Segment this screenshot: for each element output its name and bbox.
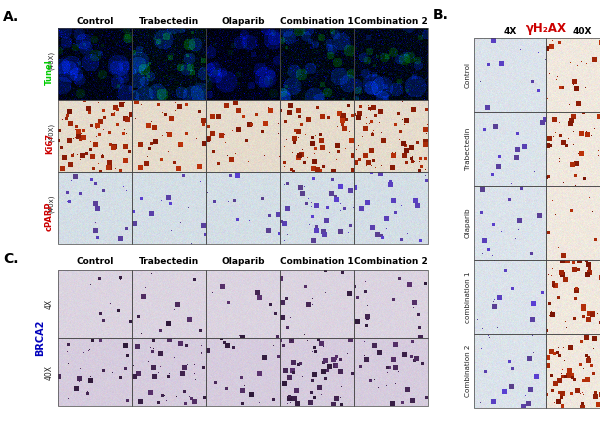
Bar — [132, 100, 206, 172]
Bar — [474, 334, 546, 408]
Bar — [132, 338, 206, 406]
Bar — [132, 28, 206, 100]
Text: Tunel: Tunel — [45, 59, 54, 85]
Text: Combination 2: Combination 2 — [354, 257, 428, 266]
Bar — [354, 100, 428, 172]
Bar — [206, 28, 280, 100]
Bar — [206, 338, 280, 406]
Bar — [546, 260, 600, 334]
Text: Trabectedin: Trabectedin — [465, 128, 471, 170]
Bar — [546, 112, 600, 186]
Text: B.: B. — [433, 8, 449, 22]
Bar — [280, 270, 354, 338]
Text: Combination 1: Combination 1 — [280, 17, 354, 26]
Text: (40X): (40X) — [47, 123, 54, 142]
Bar — [58, 270, 132, 338]
Bar — [206, 100, 280, 172]
Bar — [474, 260, 546, 334]
Text: cPARP: cPARP — [45, 201, 54, 231]
Text: A.: A. — [3, 10, 19, 24]
Bar — [354, 172, 428, 244]
Bar — [280, 28, 354, 100]
Bar — [546, 186, 600, 260]
Bar — [474, 186, 546, 260]
Text: 4X: 4X — [45, 299, 54, 309]
Bar — [280, 338, 354, 406]
Text: C.: C. — [3, 252, 19, 266]
Text: (40X): (40X) — [47, 50, 54, 70]
Bar — [132, 270, 206, 338]
Text: Trabectedin: Trabectedin — [139, 17, 199, 26]
Bar — [546, 334, 600, 408]
Bar — [280, 100, 354, 172]
Bar — [132, 172, 206, 244]
Bar — [58, 28, 132, 100]
Text: γH₂AX: γH₂AX — [526, 22, 566, 35]
Bar — [206, 172, 280, 244]
Text: (40x): (40x) — [47, 195, 54, 213]
Text: Combination 1: Combination 1 — [280, 257, 354, 266]
Bar — [280, 172, 354, 244]
Text: Control: Control — [465, 62, 471, 88]
Text: 4X: 4X — [503, 27, 517, 36]
Bar — [474, 38, 546, 112]
Text: Combination 2: Combination 2 — [465, 345, 471, 397]
Text: Trabectedin: Trabectedin — [139, 257, 199, 266]
Text: Olaparib: Olaparib — [221, 257, 265, 266]
Bar — [58, 338, 132, 406]
Bar — [546, 38, 600, 112]
Bar — [58, 100, 132, 172]
Bar — [354, 338, 428, 406]
Bar — [58, 172, 132, 244]
Bar — [206, 270, 280, 338]
Bar — [354, 28, 428, 100]
Bar — [474, 112, 546, 186]
Text: 40X: 40X — [572, 27, 592, 36]
Text: combination 1: combination 1 — [465, 271, 471, 323]
Text: Olaparib: Olaparib — [221, 17, 265, 26]
Text: Control: Control — [76, 17, 113, 26]
Text: 40X: 40X — [45, 365, 54, 379]
Text: Control: Control — [76, 257, 113, 266]
Bar — [354, 270, 428, 338]
Text: Olaparib: Olaparib — [465, 208, 471, 238]
Text: Combination 2: Combination 2 — [354, 17, 428, 26]
Text: Ki67: Ki67 — [45, 133, 54, 155]
Text: BRCA2: BRCA2 — [35, 320, 45, 356]
